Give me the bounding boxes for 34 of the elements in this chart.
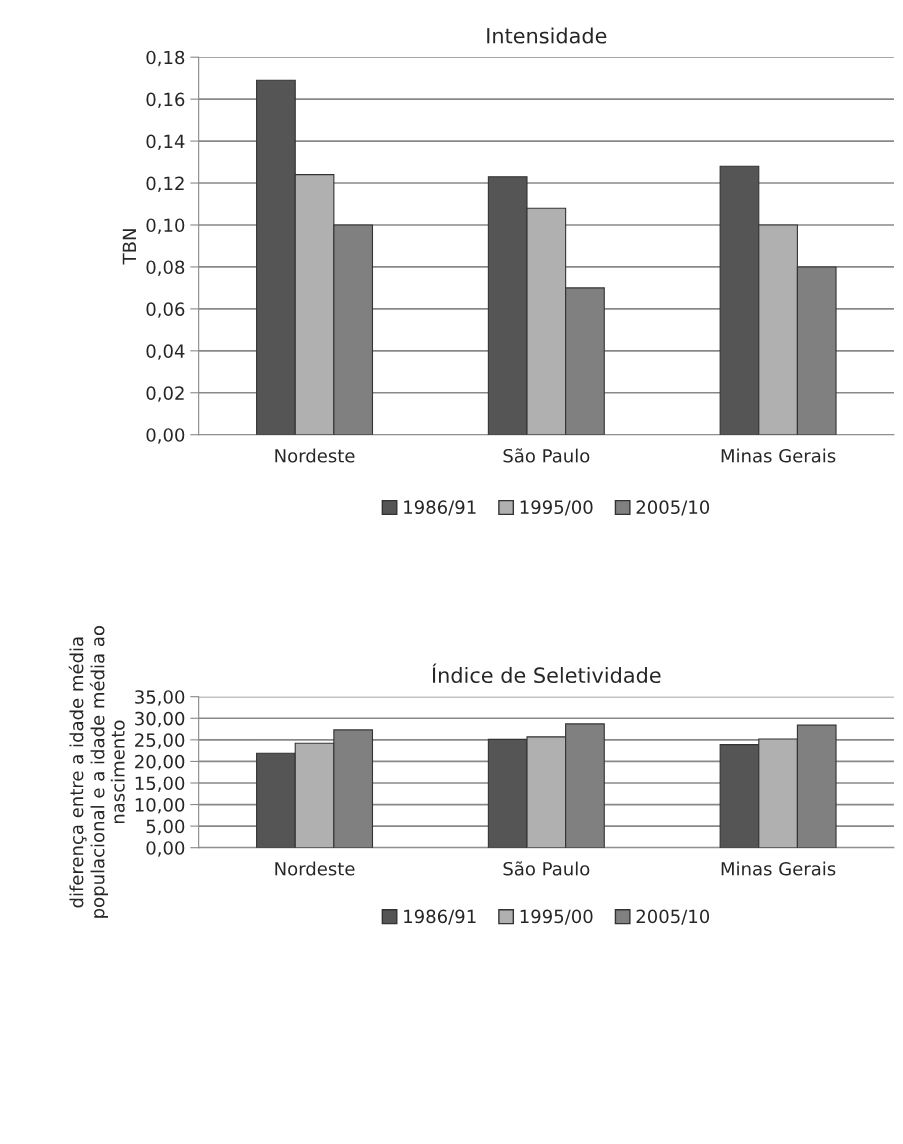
legend-label: 1995/00 (520, 500, 593, 516)
legend-label: 2005/10 (636, 909, 710, 925)
y-tick-label: 0,08 (146, 260, 185, 276)
y-tick-label: 25,00 (135, 733, 185, 749)
y-tick-label: 0,00 (146, 841, 185, 857)
chart-title: Índice de Seletividade (432, 663, 661, 684)
y-tick-label: 20,00 (135, 754, 185, 771)
legend-label: 2005/10 (636, 500, 710, 516)
x-tick-label: Minas Gerais (721, 861, 836, 876)
y-tick-label: 5,00 (146, 819, 185, 836)
y-tick-label: 0,16 (146, 92, 185, 109)
y-tick-label: 30,00 (135, 711, 185, 728)
x-tick-label: São Paulo (503, 448, 590, 463)
y-tick-label: 35,00 (135, 690, 185, 706)
y-tick-label: 0,00 (146, 428, 185, 444)
y-tick-label: 10,00 (135, 798, 185, 814)
x-tick-label: Nordeste (275, 861, 355, 876)
y-tick-label: 0,18 (146, 50, 185, 67)
legend-label: 1986/91 (404, 909, 476, 925)
y-tick-label: 0,02 (146, 386, 184, 402)
y-tick-label: 15,00 (135, 776, 185, 792)
y-tick-label: 0,10 (146, 218, 185, 234)
y-tick-label: 0,14 (146, 134, 185, 151)
y-tick-label: 0,12 (146, 176, 184, 192)
y-axis-title: diferença entre a idade média populacional e a idade média ao nascimento (68, 626, 125, 918)
y-tick-label: 0,04 (146, 344, 185, 360)
x-tick-label: São Paulo (503, 861, 590, 876)
x-tick-label: Nordeste (275, 448, 355, 463)
x-tick-label: Minas Gerais (721, 448, 836, 463)
y-tick-label: 0,06 (146, 302, 185, 318)
legend-label: 1986/91 (404, 500, 476, 516)
legend-label: 1995/00 (520, 909, 593, 925)
chart-title: Intensidade (487, 27, 607, 44)
y-axis-title: TBN (122, 229, 136, 265)
